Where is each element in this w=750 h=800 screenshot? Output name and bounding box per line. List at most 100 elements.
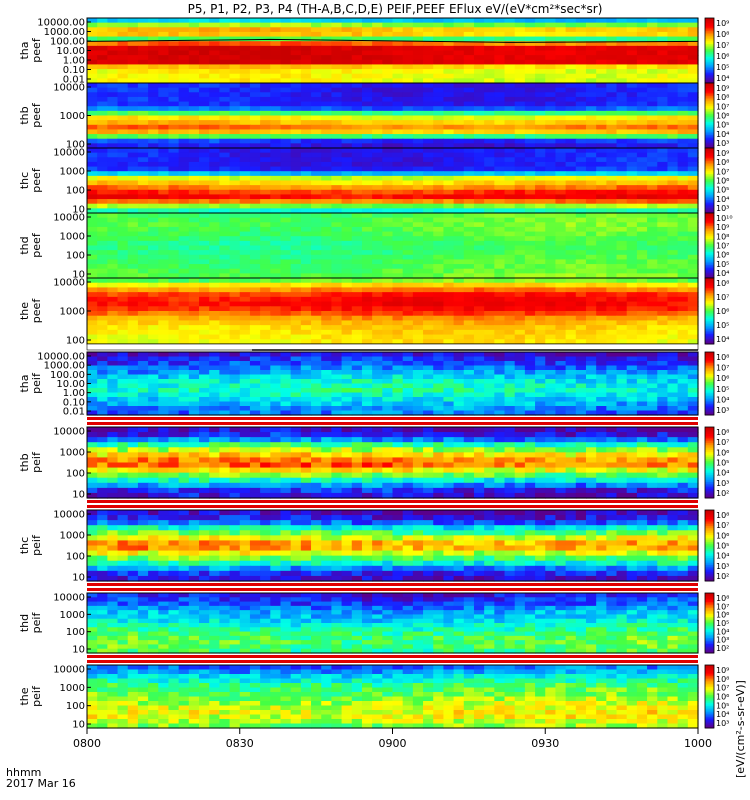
heatmap-cell (260, 365, 271, 371)
heatmap-cell (412, 101, 424, 107)
y-tick-label: 100 (66, 140, 85, 151)
heatmap-cell (351, 217, 363, 223)
heatmap-cell (514, 110, 526, 117)
colorbar-swatch (705, 63, 714, 66)
heatmap-cell (473, 41, 485, 47)
heatmap-cell (657, 69, 669, 75)
heatmap-cell (219, 339, 231, 345)
heatmap-cell (392, 22, 404, 28)
heatmap-cell (626, 226, 638, 233)
heatmap-cell (677, 152, 689, 158)
heatmap-cell (494, 134, 506, 140)
heatmap-cell (647, 78, 658, 84)
heatmap-cell (667, 185, 679, 191)
heatmap-cell (412, 69, 424, 75)
heatmap-cell (453, 356, 465, 362)
colorbar-tick-label: 10⁴ (716, 335, 729, 344)
heatmap-cell (626, 282, 638, 289)
heatmap-cell (514, 50, 526, 56)
heatmap-cell (209, 69, 220, 75)
heatmap-cell (229, 152, 241, 158)
heatmap-cell (494, 370, 506, 376)
heatmap-cell (402, 110, 414, 117)
heatmap-cell (341, 59, 353, 66)
heatmap-cell (219, 268, 231, 274)
heatmap-cell (575, 292, 587, 298)
heatmap-cell (331, 189, 343, 196)
heatmap-cell (443, 287, 455, 293)
heatmap-cell (657, 254, 669, 261)
heatmap-cell (606, 296, 618, 303)
heatmap-cell (361, 325, 373, 331)
heatmap-cell (199, 171, 210, 177)
heatmap-cell (168, 370, 180, 376)
heatmap-cell (87, 55, 98, 61)
heatmap-cell (311, 199, 322, 205)
heatmap-cell (463, 18, 475, 24)
heatmap-cell (606, 73, 618, 79)
heatmap-cell (219, 78, 231, 84)
heatmap-cell (402, 236, 414, 242)
heatmap-cell (321, 69, 332, 75)
heatmap-cell (188, 315, 200, 322)
heatmap-cell (667, 41, 679, 47)
heatmap-cell (148, 226, 159, 233)
heatmap-cell (219, 36, 231, 42)
heatmap-cell (402, 96, 414, 103)
heatmap-cell (423, 339, 434, 345)
heatmap-cell (463, 64, 475, 70)
heatmap-cell (188, 185, 200, 191)
heatmap-cell (148, 64, 159, 70)
heatmap-cell (341, 334, 353, 340)
heatmap-cell (178, 222, 190, 228)
heatmap-cell (504, 185, 516, 191)
heatmap-cell (606, 129, 618, 135)
heatmap-cell (626, 129, 638, 135)
heatmap-cell (199, 231, 210, 237)
heatmap-cell (626, 370, 638, 376)
heatmap-cell (239, 320, 251, 326)
heatmap-cell (361, 83, 373, 89)
colorbar-swatch (705, 317, 714, 320)
heatmap-cell (524, 115, 536, 121)
heatmap-cell (372, 87, 383, 93)
heatmap-cell (331, 199, 343, 205)
heatmap-cell (636, 96, 648, 103)
heatmap-cell (239, 55, 251, 61)
heatmap-cell (331, 36, 343, 42)
heatmap-cell (382, 120, 394, 126)
heatmap-cell (137, 194, 149, 200)
heatmap-cell (606, 208, 618, 214)
heatmap-cell (647, 250, 658, 256)
heatmap-cell (687, 199, 699, 205)
heatmap-cell (280, 208, 292, 214)
heatmap-cell (616, 222, 628, 228)
heatmap-cell (168, 236, 180, 242)
heatmap-cell (372, 166, 383, 172)
heatmap-cell (616, 194, 628, 200)
heatmap-cell (504, 124, 516, 131)
heatmap-cell (137, 101, 149, 107)
heatmap-cell (311, 157, 322, 163)
heatmap-cell (107, 134, 119, 140)
heatmap-cell (657, 236, 669, 242)
heatmap-cell (321, 292, 332, 298)
heatmap-cell (239, 379, 251, 385)
heatmap-cell (351, 365, 363, 371)
heatmap-cell (137, 226, 149, 233)
heatmap-cell (199, 69, 210, 75)
heatmap-cell (626, 292, 638, 298)
heatmap-cell (178, 83, 190, 89)
heatmap-cell (535, 301, 546, 307)
heatmap-cell (361, 194, 373, 200)
heatmap-cell (453, 320, 465, 326)
heatmap-cell (117, 356, 129, 362)
heatmap-cell (260, 208, 271, 214)
heatmap-cell (127, 64, 139, 70)
heatmap-cell (341, 152, 353, 158)
heatmap-cell (209, 356, 220, 362)
heatmap-cell (148, 148, 159, 154)
heatmap-cell (311, 115, 322, 121)
heatmap-cell (239, 374, 251, 380)
heatmap-cell (280, 87, 292, 93)
